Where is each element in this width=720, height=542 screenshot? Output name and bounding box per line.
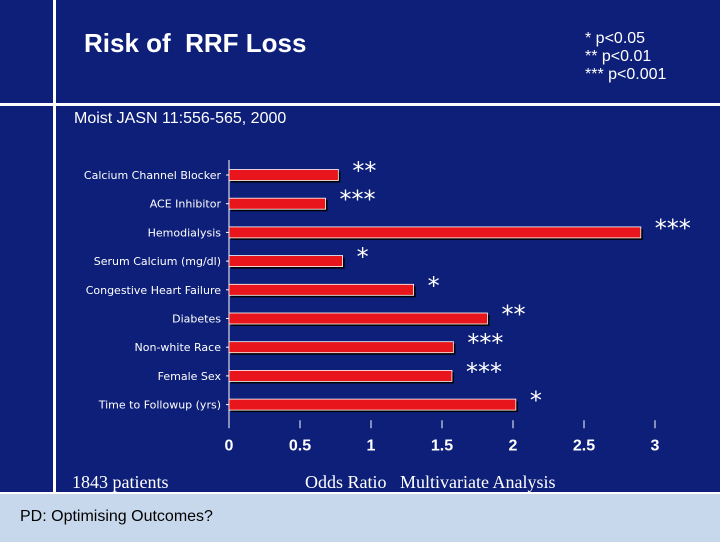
category-label: Hemodialysis	[148, 226, 222, 239]
x-tick-label: 0.5	[289, 437, 311, 454]
bar	[228, 226, 642, 239]
bar	[228, 398, 517, 411]
category-label: Time to Followup (yrs)	[98, 399, 221, 412]
significance-marker: ***	[655, 214, 691, 242]
significance-note: * p<0.05	[585, 30, 646, 47]
bar	[228, 283, 415, 296]
slide-title: Risk of RRF Loss	[84, 28, 307, 58]
horizontal-divider	[0, 103, 720, 106]
vertical-divider	[53, 0, 56, 540]
bar	[228, 312, 488, 325]
category-label: Non-white Race	[135, 341, 222, 354]
bar	[228, 341, 454, 354]
x-tick-label: 0	[225, 437, 234, 454]
significance-marker: *	[428, 272, 440, 300]
x-tick-label: 1	[367, 437, 376, 454]
category-label: Calcium Channel Blocker	[84, 169, 222, 182]
patients-note: 1843 patients	[72, 472, 169, 492]
x-tick-label: 1.5	[431, 437, 453, 454]
category-label: Female Sex	[158, 370, 222, 383]
category-label: Serum Calcium (mg/dl)	[94, 255, 221, 268]
x-tick-label: 2.5	[573, 437, 595, 454]
category-label: Diabetes	[172, 313, 221, 326]
significance-note: ** p<0.01	[585, 48, 652, 65]
bar	[228, 369, 453, 382]
category-label: Congestive Heart Failure	[86, 284, 222, 297]
significance-marker: ***	[340, 186, 376, 214]
bar	[228, 255, 343, 268]
significance-marker: *	[357, 243, 369, 271]
significance-marker: ***	[466, 358, 502, 386]
category-label: ACE Inhibitor	[150, 198, 222, 211]
significance-marker: **	[352, 157, 376, 185]
bar	[228, 197, 326, 210]
x-axis-label: Odds Ratio Multivariate Analysis	[305, 472, 556, 492]
citation: Moist JASN 11:556-565, 2000	[74, 110, 287, 127]
significance-marker: **	[501, 301, 525, 329]
significance-marker: ***	[467, 329, 503, 357]
bar	[228, 169, 339, 181]
significance-legend: * p<0.05 ** p<0.01 *** p<0.001	[585, 30, 666, 84]
footer-bar	[0, 492, 720, 542]
x-tick-label: 3	[651, 437, 660, 454]
significance-marker: *	[530, 387, 542, 415]
footer-text: PD: Optimising Outcomes?	[20, 508, 213, 525]
x-tick-label: 2	[509, 437, 518, 454]
significance-note: *** p<0.001	[585, 66, 667, 83]
